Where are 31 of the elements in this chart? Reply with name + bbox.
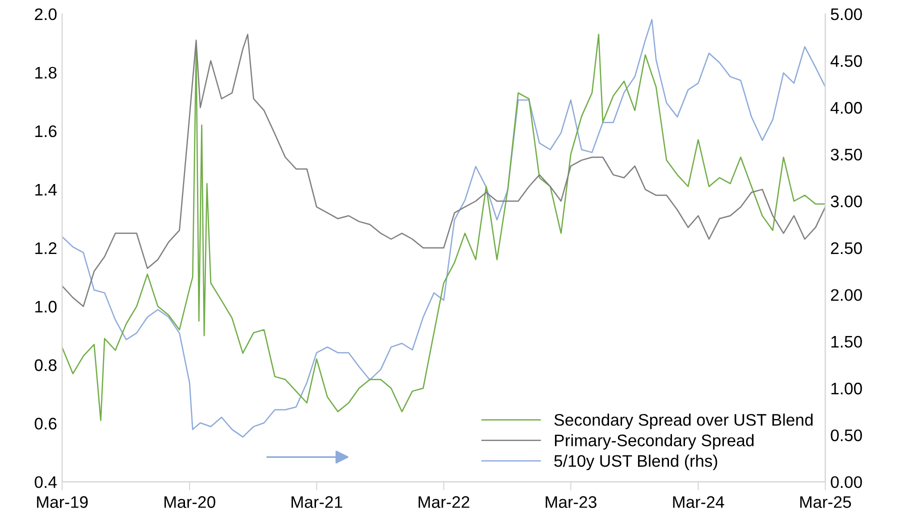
- x-tick-label: Mar-19: [37, 496, 88, 508]
- x-tick-label: Mar-24: [673, 496, 724, 508]
- y2-tick-label: 3.00: [830, 196, 862, 208]
- y-tick-label: 0.6: [34, 418, 57, 430]
- legend-label: Secondary Spread over UST Blend: [554, 414, 813, 430]
- y2-tick-label: 0.00: [830, 476, 862, 488]
- y2-tick-label: 5.00: [830, 8, 862, 20]
- legend-label: Primary-Secondary Spread: [554, 434, 754, 450]
- x-tick-label: Mar-25: [800, 496, 851, 508]
- y2-tick-label: 4.50: [830, 55, 862, 67]
- y-tick-label: 0.8: [34, 359, 57, 372]
- y2-tick-label: 1.00: [831, 382, 862, 394]
- y-tick-label: 1.6: [35, 125, 57, 138]
- line-series: [62, 34, 826, 308]
- legend-label: 5/10y UST Blend (rhs): [554, 454, 718, 470]
- y2-tick-label: 3.50: [830, 148, 862, 161]
- y-tick-label: 1.4: [35, 184, 57, 196]
- y2-tick-label: 0.50: [830, 429, 862, 442]
- x-tick-label: Mar-20: [164, 496, 216, 508]
- y-tick-label: 1.0: [35, 300, 57, 313]
- y-tick-label: 0.4: [34, 476, 57, 488]
- y-tick-label: 1.8: [35, 66, 57, 79]
- y2-tick-label: 4.00: [830, 102, 862, 114]
- y2-tick-label: 2.50: [831, 242, 862, 254]
- x-tick-label: Mar-23: [546, 496, 596, 508]
- x-tick-label: Mar-22: [418, 496, 470, 508]
- y2-tick-label: 1.50: [831, 336, 862, 348]
- y-tick-label: 2.0: [34, 8, 57, 20]
- y-tick-label: 1.2: [35, 242, 56, 254]
- y2-tick-label: 2.00: [831, 289, 862, 301]
- x-tick-label: Mar-21: [292, 496, 342, 508]
